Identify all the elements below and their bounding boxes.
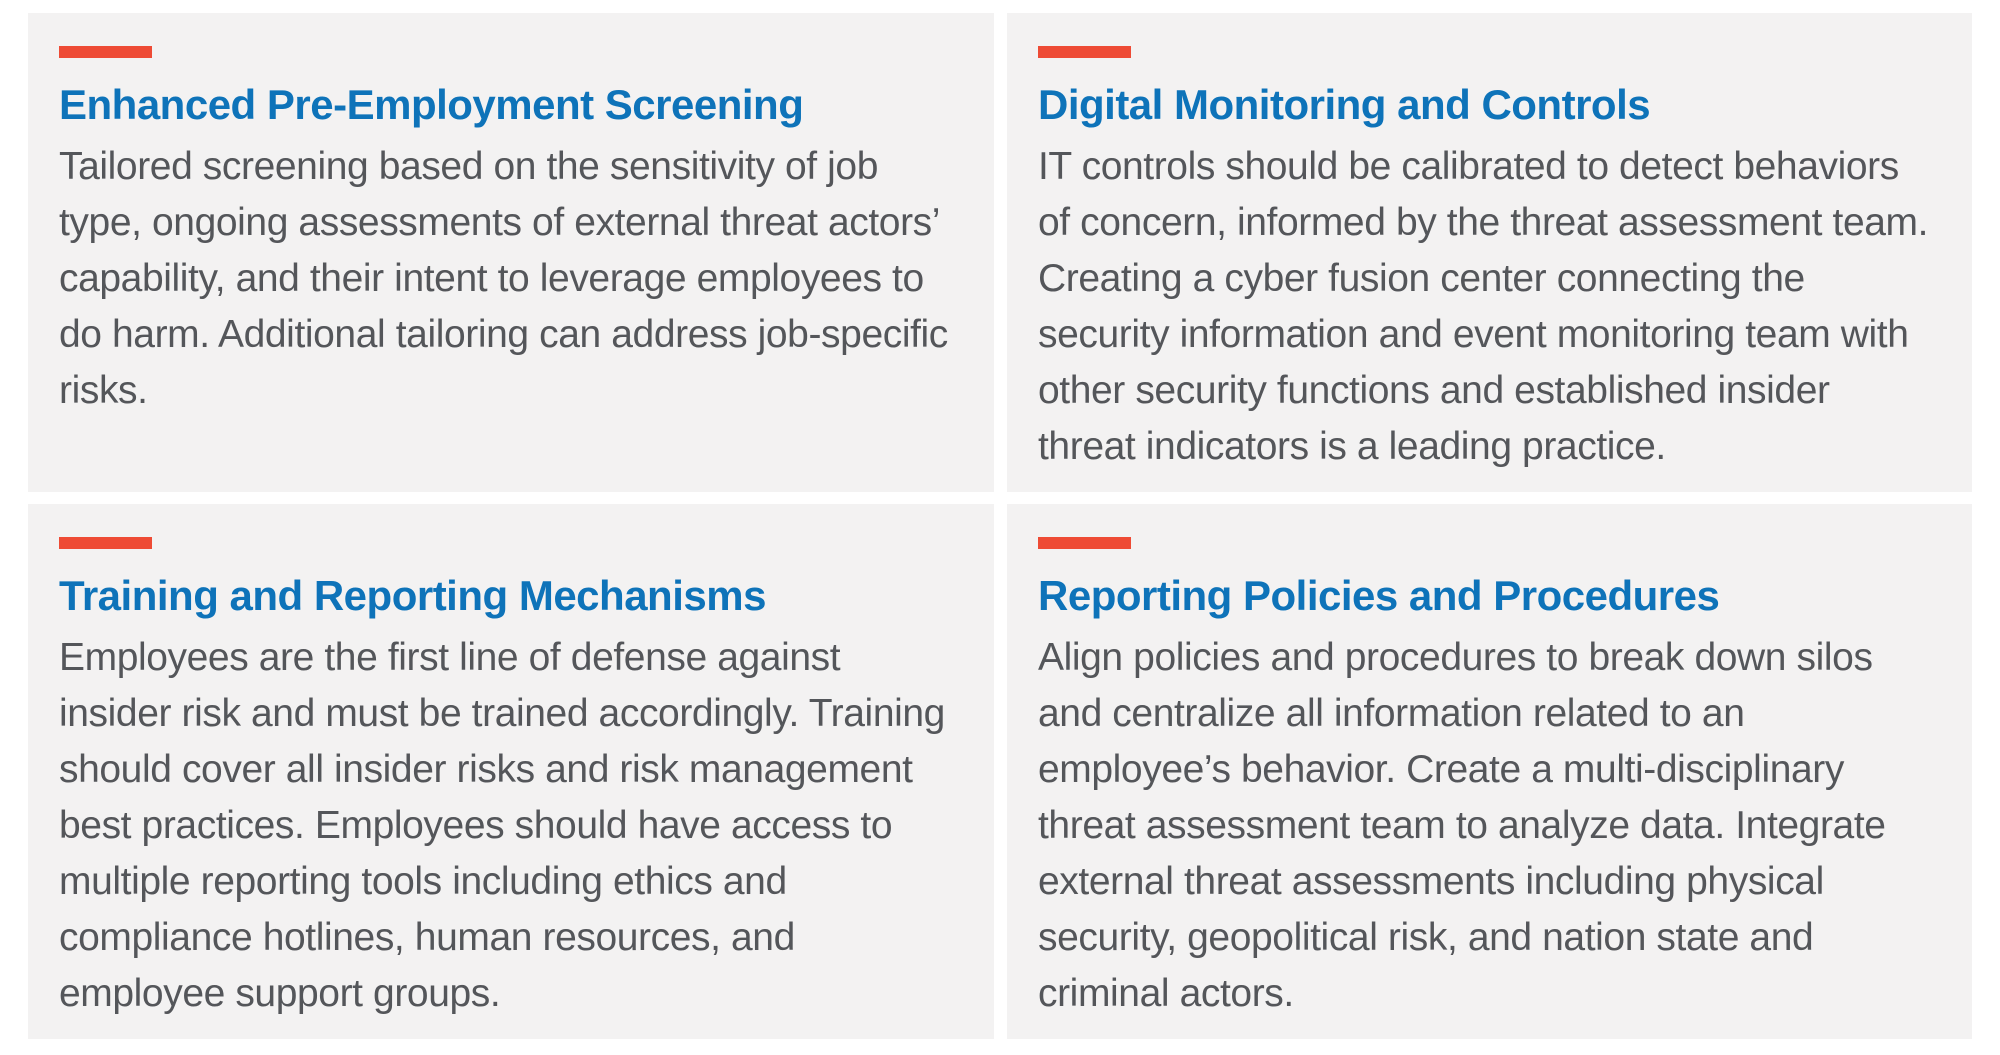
card-reporting-policies: Reporting Policies and Procedures Align … xyxy=(1007,504,1972,1039)
card-digital-monitoring: Digital Monitoring and Controls IT contr… xyxy=(1007,13,1972,492)
accent-bar xyxy=(59,537,152,549)
accent-bar xyxy=(59,46,152,58)
card-pre-employment-screening: Enhanced Pre-Employment Screening Tailor… xyxy=(28,13,994,492)
accent-bar xyxy=(1038,537,1131,549)
card-body: Align policies and procedures to break d… xyxy=(1038,635,1886,1015)
card-body: Tailored screening based on the sensitiv… xyxy=(59,144,948,412)
card-body: IT controls should be calibrated to dete… xyxy=(1038,144,1929,468)
card-title: Digital Monitoring and Controls xyxy=(1038,81,1651,128)
card-title: Training and Reporting Mechanisms xyxy=(59,572,766,619)
accent-bar xyxy=(1038,46,1131,58)
card-grid: Enhanced Pre-Employment Screening Tailor… xyxy=(28,13,1972,1039)
card-training-reporting: Training and Reporting Mechanisms Employ… xyxy=(28,504,994,1039)
card-title: Enhanced Pre-Employment Screening xyxy=(59,81,804,128)
card-title: Reporting Policies and Procedures xyxy=(1038,572,1720,619)
card-body: Employees are the first line of defense … xyxy=(59,635,945,1015)
